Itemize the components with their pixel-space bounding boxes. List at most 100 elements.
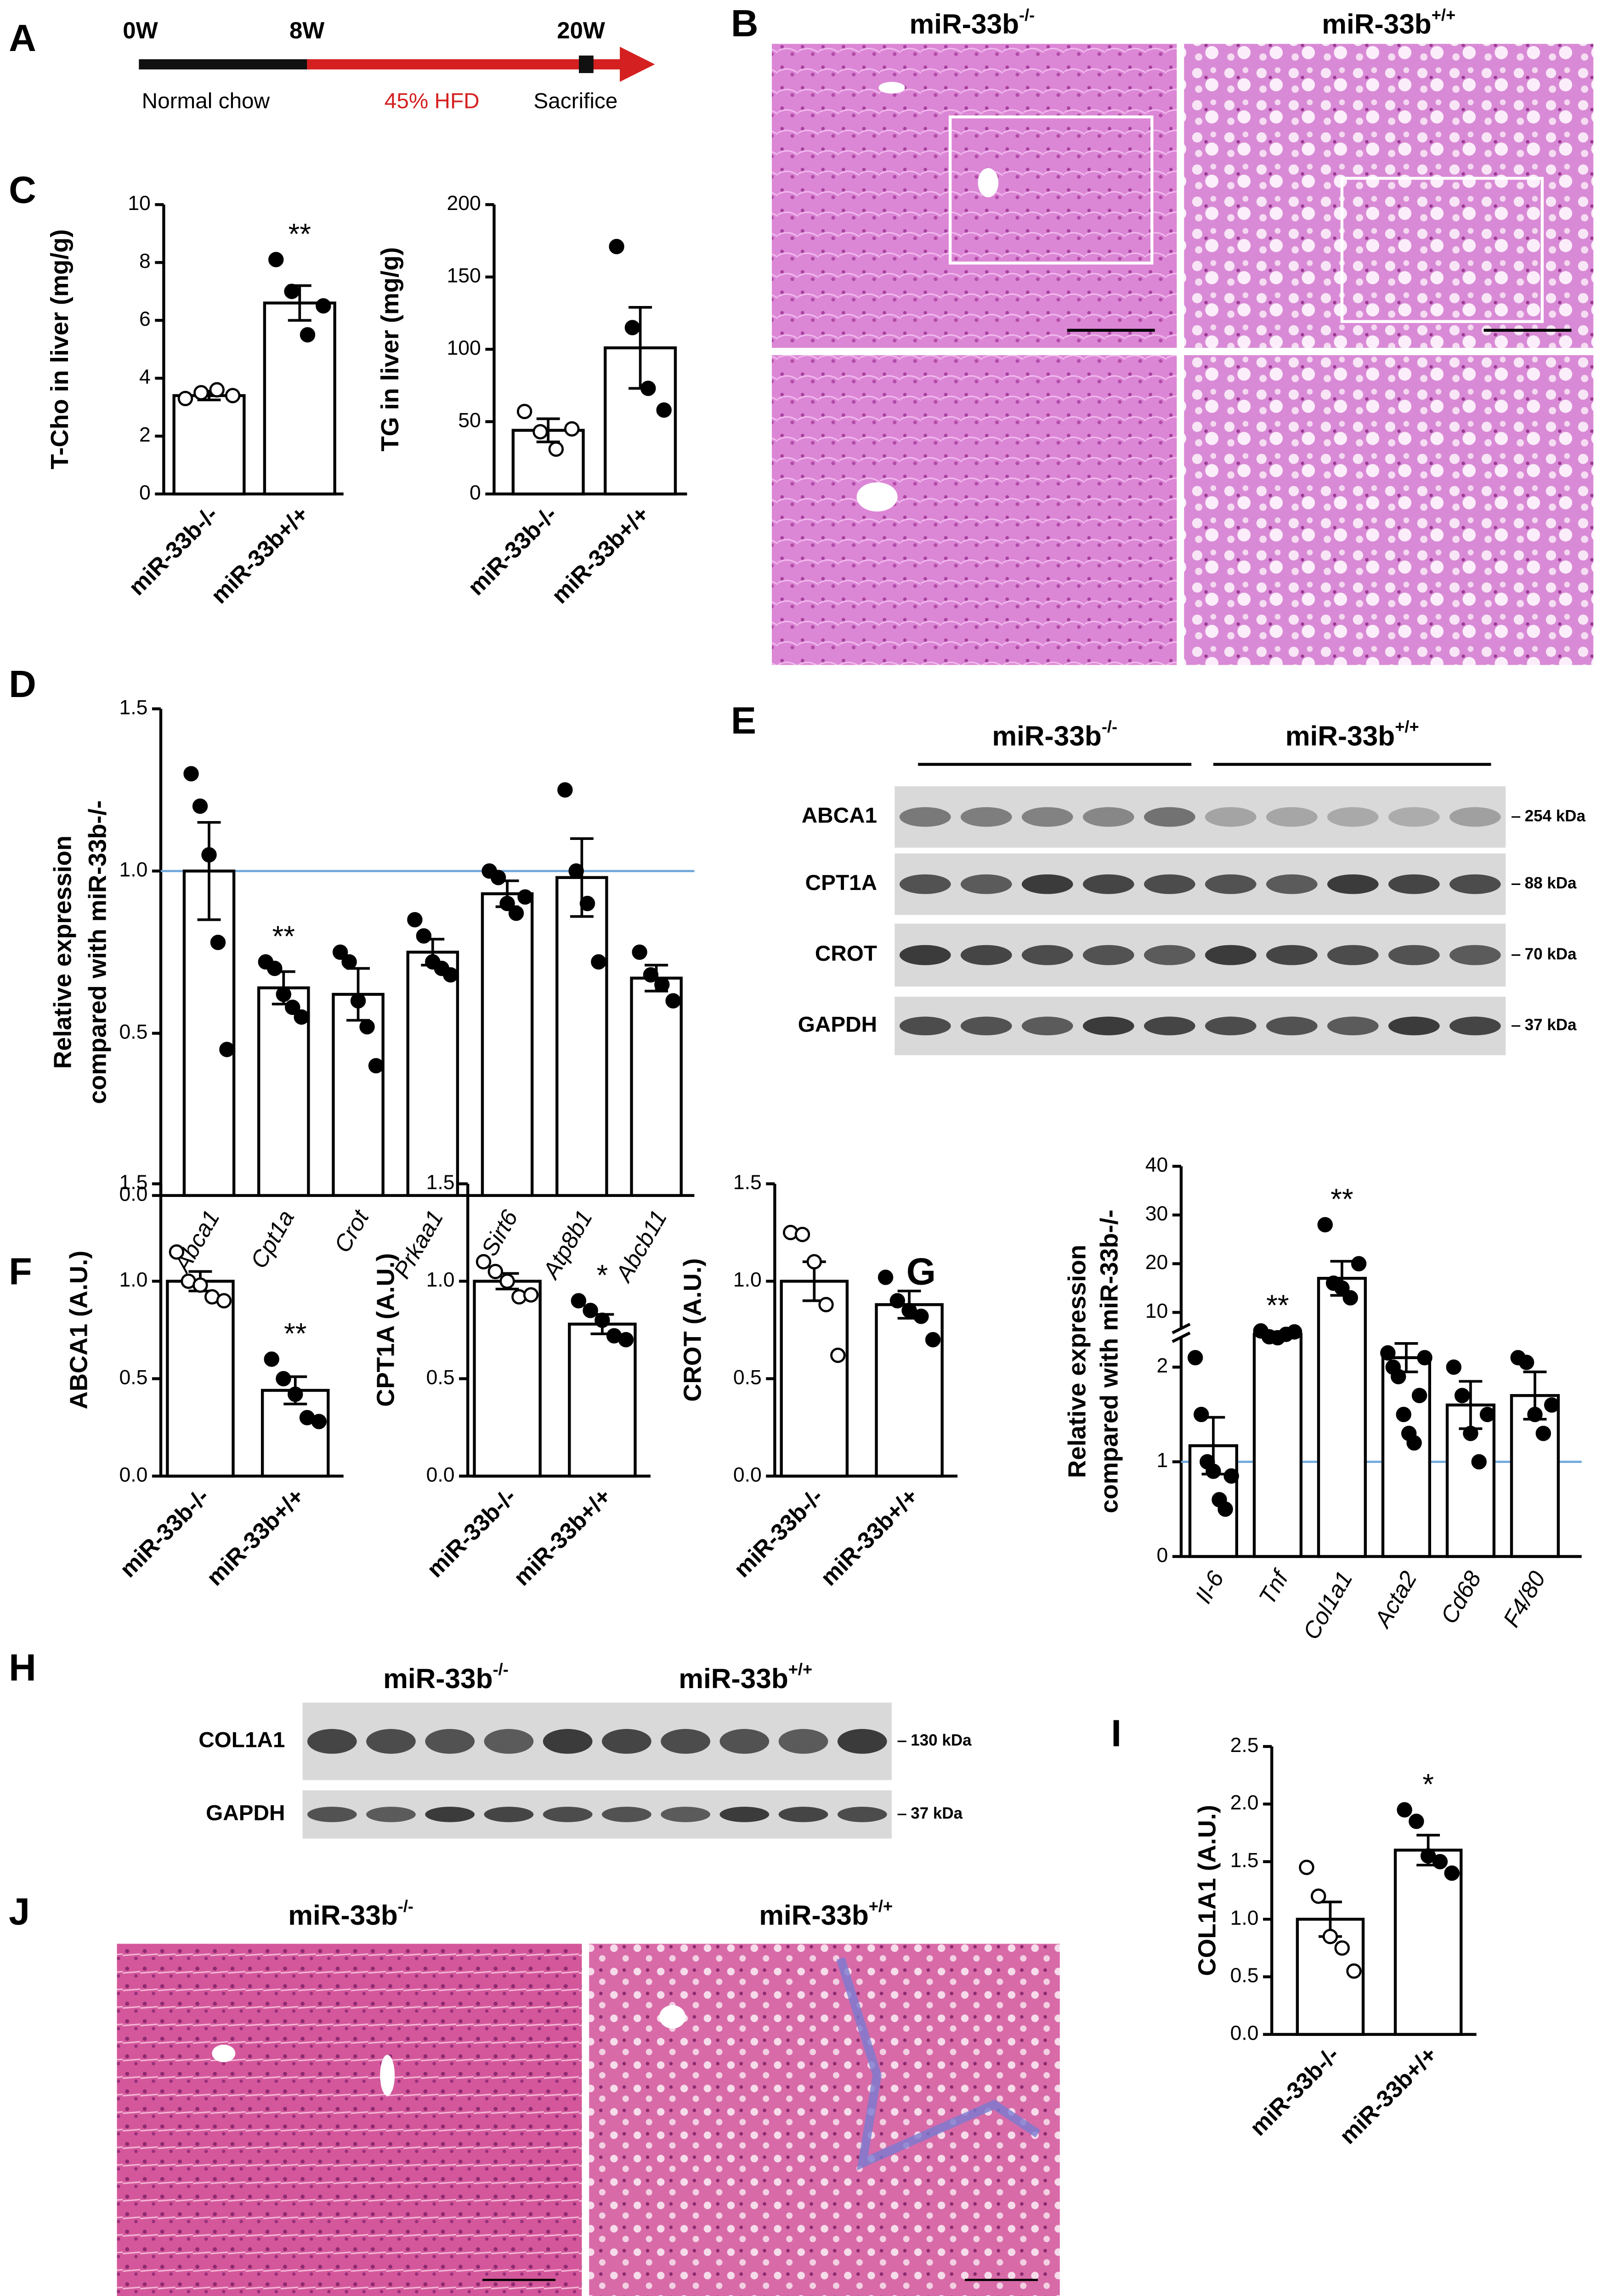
data-point — [276, 986, 291, 1002]
significance: ** — [272, 920, 295, 952]
header-sup: -/- — [398, 1896, 413, 1915]
data-point — [548, 441, 564, 457]
data-point — [794, 1226, 810, 1242]
data-point — [267, 960, 283, 976]
blot-band — [543, 1729, 593, 1754]
data-point — [1417, 1350, 1432, 1366]
blot-band — [899, 945, 951, 965]
y-tick-label: 10 — [128, 192, 151, 215]
data-point — [1518, 1355, 1534, 1370]
data-point — [609, 238, 624, 255]
y-tick-label: 0.0 — [119, 1183, 147, 1206]
size-label: 254 kDa — [1525, 807, 1586, 825]
data-point — [656, 402, 672, 418]
group-header: miR-33b+/+ — [1322, 6, 1455, 40]
vessel — [659, 2005, 686, 2029]
y-tick-label: 8 — [139, 250, 151, 272]
data-point — [1444, 1865, 1460, 1881]
bar — [166, 1280, 235, 1478]
y-axis-label: Relative expression — [1063, 1245, 1091, 1478]
data-point — [219, 1042, 235, 1057]
data-point — [568, 863, 584, 879]
significance: ** — [289, 218, 311, 250]
blot-band — [602, 1729, 651, 1754]
histology-image — [1184, 44, 1594, 348]
histology-image — [772, 44, 1177, 348]
y-tick-label: 6 — [139, 308, 151, 330]
group-header: miR-33b-/- — [383, 1660, 509, 1694]
data-point — [1463, 1425, 1478, 1441]
data-point — [169, 1244, 185, 1260]
data-point — [1334, 1280, 1350, 1296]
group-header: miR-33b+/+ — [679, 1660, 812, 1694]
data-point — [516, 403, 532, 420]
y-tick-label: 1.5 — [733, 1171, 762, 1194]
bar — [182, 869, 236, 1197]
y-tick-label: 0.0 — [733, 1463, 762, 1486]
panel-letter: C — [9, 169, 36, 211]
data-point — [1454, 1388, 1470, 1403]
data-point — [201, 847, 217, 863]
histology-image — [1184, 355, 1594, 665]
data-point — [416, 928, 432, 944]
group-header: miR-33b+/+ — [1285, 717, 1419, 752]
vessel — [878, 82, 905, 94]
header-base: miR-33b — [992, 720, 1101, 751]
data-point — [350, 993, 366, 1009]
significance: * — [597, 1259, 608, 1292]
y-tick-label: 0.5 — [119, 1021, 147, 1043]
data-point — [624, 320, 640, 335]
bar — [1317, 1276, 1367, 1558]
y-tick-label: 0.0 — [119, 1463, 147, 1486]
data-point — [517, 889, 533, 905]
data-point — [1527, 1406, 1543, 1423]
header-sup: -/- — [1102, 717, 1117, 736]
data-point — [1391, 1369, 1406, 1384]
bar — [568, 1322, 637, 1478]
data-point — [1446, 1359, 1461, 1375]
blot-band — [719, 1729, 770, 1754]
blot-band — [484, 1729, 534, 1754]
blot-band — [960, 874, 1012, 894]
y-tick-label: 0.5 — [119, 1366, 147, 1389]
y-tick-label: 1.0 — [119, 859, 147, 881]
y-tick-label: 0.5 — [1230, 1964, 1259, 1987]
panel-letter: D — [9, 663, 36, 705]
blot-band — [1266, 807, 1318, 827]
blot-band — [719, 1807, 770, 1822]
header-sup: +/+ — [1395, 717, 1419, 736]
data-point — [523, 1287, 539, 1303]
significance: ** — [284, 1317, 307, 1350]
y-tick-label: 2 — [139, 424, 151, 446]
bar — [473, 1280, 542, 1478]
timeline-tick: 0W — [123, 17, 158, 43]
group-header: miR-33b+/+ — [759, 1896, 893, 1931]
bar — [780, 1280, 849, 1478]
header-base: miR-33b — [910, 8, 1019, 40]
data-point — [499, 1273, 515, 1289]
data-point — [264, 1351, 279, 1367]
timeline-label: Sacrifice — [533, 89, 617, 113]
data-point — [1206, 1463, 1221, 1479]
y-tick-label: 2.0 — [1230, 1791, 1259, 1814]
blot-band — [960, 945, 1012, 965]
y-tick-label: 2 — [1157, 1355, 1168, 1377]
panel-letter: H — [9, 1646, 36, 1689]
data-point — [183, 766, 199, 782]
blot-band — [778, 1729, 828, 1754]
blot-label: CPT1A — [805, 871, 877, 895]
y-tick-label: 100 — [447, 337, 481, 359]
y-axis-label: compared with miR-33b-/- — [1095, 1209, 1123, 1513]
y-tick-label: 20 — [1145, 1251, 1168, 1274]
header-base: miR-33b — [1285, 720, 1395, 751]
data-point — [192, 798, 208, 814]
size-label: 37 kDa — [1525, 1016, 1577, 1034]
data-point — [878, 1270, 894, 1285]
bar — [481, 892, 534, 1197]
blot-band — [837, 1729, 887, 1754]
blot-band — [899, 874, 951, 894]
data-point — [216, 1293, 232, 1309]
data-point — [913, 1309, 929, 1324]
